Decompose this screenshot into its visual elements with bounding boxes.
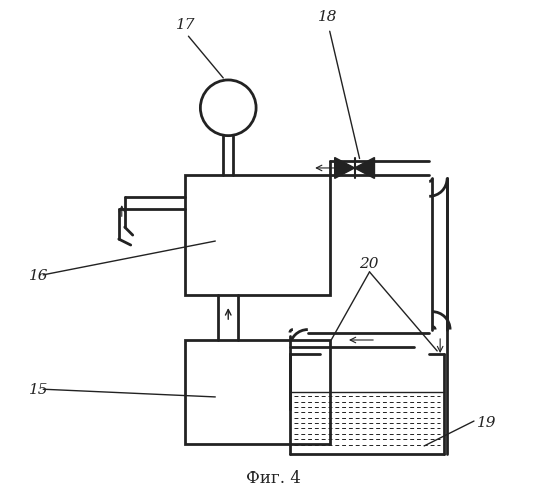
Text: 19: 19 <box>477 416 497 430</box>
Bar <box>185 340 330 444</box>
Circle shape <box>200 80 256 136</box>
Text: 18: 18 <box>318 10 337 24</box>
Bar <box>185 176 330 294</box>
Text: Фиг. 4: Фиг. 4 <box>246 470 300 487</box>
Text: 15: 15 <box>29 383 49 397</box>
Polygon shape <box>354 158 375 178</box>
Polygon shape <box>335 158 354 178</box>
Text: 20: 20 <box>359 257 379 271</box>
Text: 16: 16 <box>29 269 49 283</box>
Text: 17: 17 <box>176 18 195 32</box>
